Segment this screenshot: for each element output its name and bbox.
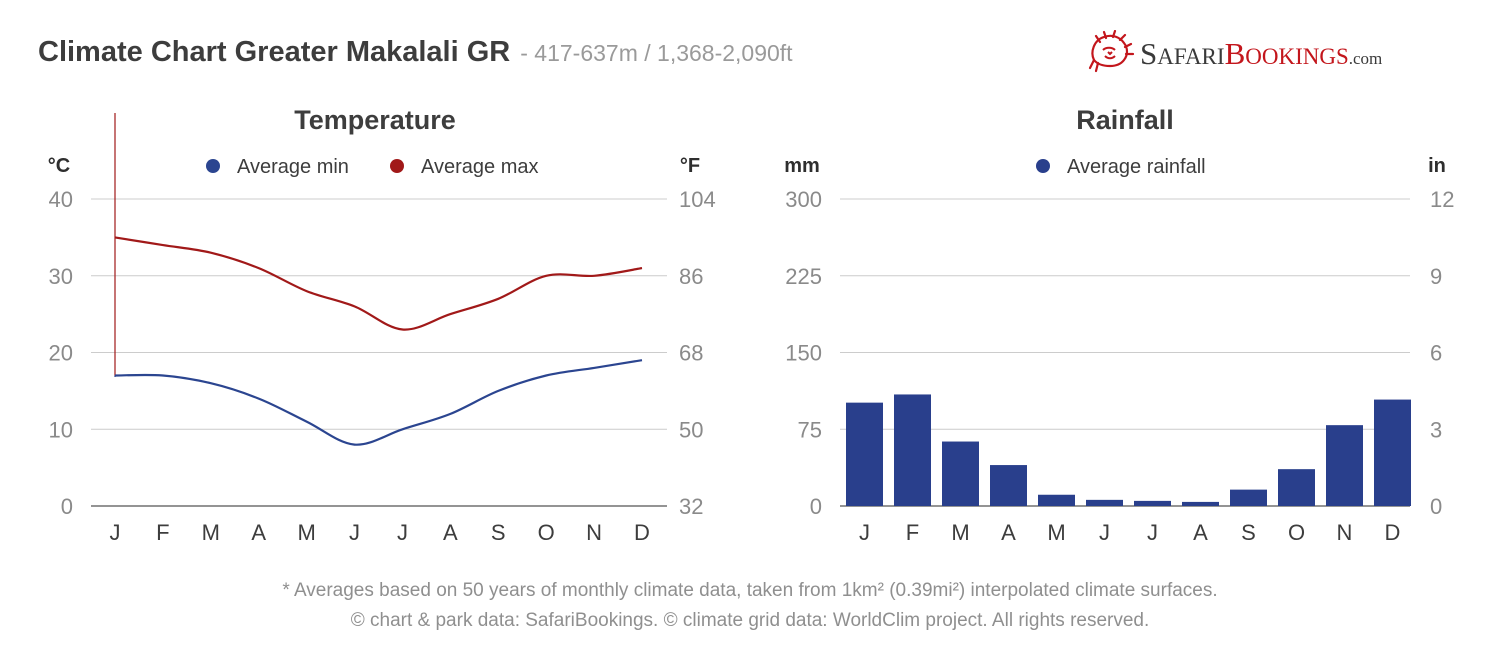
y-tick-label: 225 [785, 264, 822, 289]
x-tick-label: A [1001, 520, 1016, 545]
y-tick-label-right: 32 [679, 494, 703, 519]
x-tick-label: J [1147, 520, 1158, 545]
y-tick-label: 150 [785, 341, 822, 366]
y-tick-label-right: 50 [679, 417, 703, 442]
y-tick-label: 30 [49, 264, 73, 289]
y-tick-label: 0 [810, 494, 822, 519]
x-tick-label: O [538, 520, 555, 545]
rainfall-bar[interactable] [1374, 399, 1411, 506]
inches-axis-label: in [1428, 155, 1446, 177]
x-tick-label: J [349, 520, 360, 545]
rainfall-bar[interactable] [990, 465, 1027, 506]
legend-max-label[interactable]: Average max [421, 156, 538, 178]
rainfall-title: Rainfall [1076, 105, 1174, 135]
page-title: Climate Chart Greater Makalali GR [38, 36, 511, 68]
rainfall-bar[interactable] [1278, 469, 1315, 506]
x-tick-label: J [110, 520, 121, 545]
temperature-chart: Temperature °C °F Average min Average ma… [48, 105, 716, 545]
rainfall-chart: Rainfall mm in Average rainfall 0 75 150 22… [784, 105, 1454, 545]
y-tick-label-right: 9 [1430, 264, 1442, 289]
x-tick-label: M [951, 520, 969, 545]
x-tick-label: J [859, 520, 870, 545]
x-tick-label: N [1337, 520, 1353, 545]
y-tick-label-right: 3 [1430, 417, 1442, 442]
x-tick-label: D [1385, 520, 1401, 545]
elevation-subtitle: - 417-637m / 1,368-2,090ft [520, 40, 793, 66]
safaribookings-logo[interactable]: SAFARIBOOKINGS.com [1086, 29, 1466, 74]
rainfall-y-ticks-mm: 0 75 150 225 300 [785, 187, 822, 519]
fahrenheit-axis-label: °F [680, 155, 700, 177]
temperature-title: Temperature [294, 105, 456, 135]
legend-max-marker [390, 159, 404, 173]
temperature-y-ticks-fahrenheit: 32 50 68 86 104 [679, 187, 716, 519]
rainfall-bar[interactable] [1230, 489, 1267, 506]
legend-min-marker [206, 159, 220, 173]
rainfall-bars [846, 394, 1411, 506]
y-tick-label: 20 [49, 341, 73, 366]
chart-page-title: Climate Chart Greater Makalali GR - 417-6… [38, 36, 793, 69]
rainfall-bar[interactable] [942, 441, 979, 506]
y-tick-label: 40 [49, 187, 73, 212]
x-tick-label: A [443, 520, 458, 545]
average-min-line[interactable] [114, 359, 643, 446]
y-tick-label: 75 [798, 417, 822, 442]
x-tick-label: A [1193, 520, 1208, 545]
rainfall-bar[interactable] [894, 394, 931, 506]
mm-axis-label: mm [784, 155, 820, 177]
temperature-gridlines [91, 198, 667, 507]
x-tick-label: M [202, 520, 220, 545]
y-tick-label-right: 6 [1430, 341, 1442, 366]
y-tick-label-right: 68 [679, 341, 703, 366]
temperature-y-ticks-celsius: 0 10 20 30 40 [49, 187, 73, 519]
rainfall-bar[interactable] [1326, 425, 1363, 506]
footnote-copyright: © chart & park data: SafariBookings. © c… [350, 610, 1150, 631]
y-tick-label-right: 104 [679, 187, 716, 212]
rainfall-bar[interactable] [1086, 499, 1123, 506]
y-tick-label-right: 0 [1430, 494, 1442, 519]
x-tick-label: J [1099, 520, 1110, 545]
y-tick-label: 10 [49, 417, 73, 442]
x-tick-label: A [251, 520, 266, 545]
x-tick-label: M [297, 520, 315, 545]
average-max-line[interactable] [114, 236, 643, 331]
logo-wordmark: SAFARIBOOKINGS.com [1140, 36, 1383, 71]
rainfall-bar[interactable] [1038, 494, 1075, 506]
legend-rainfall-label[interactable]: Average rainfall [1067, 156, 1206, 178]
y-tick-label-right: 12 [1430, 187, 1454, 212]
rainfall-bar[interactable] [1182, 501, 1219, 506]
y-tick-label-right: 86 [679, 264, 703, 289]
footnote-averages: * Averages based on 50 years of monthly … [282, 580, 1218, 601]
x-tick-label: S [1241, 520, 1256, 545]
x-tick-label: N [586, 520, 602, 545]
rainfall-bar[interactable] [1134, 500, 1171, 506]
x-tick-label: J [397, 520, 408, 545]
lion-logo-icon [1088, 29, 1135, 73]
x-tick-label: F [906, 520, 919, 545]
rainfall-bar[interactable] [846, 402, 883, 506]
celsius-axis-label: °C [48, 155, 70, 177]
y-tick-label: 0 [61, 494, 73, 519]
x-tick-label: F [156, 520, 169, 545]
legend-min-label[interactable]: Average min [237, 156, 349, 178]
y-tick-label: 300 [785, 187, 822, 212]
rainfall-y-ticks-in: 0 3 6 9 12 [1430, 187, 1454, 519]
legend-rainfall-marker [1036, 159, 1050, 173]
x-tick-label: S [491, 520, 506, 545]
x-tick-label: O [1288, 520, 1305, 545]
x-tick-label: D [634, 520, 650, 545]
x-tick-label: M [1047, 520, 1065, 545]
